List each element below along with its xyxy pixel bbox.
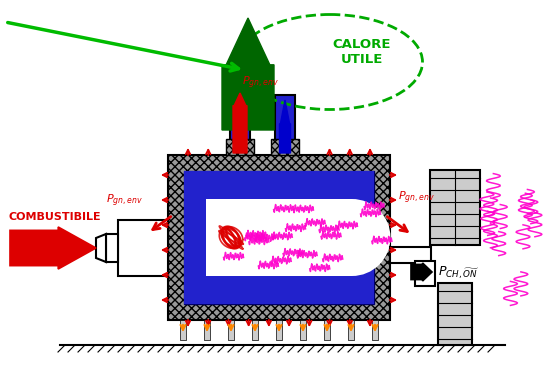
Polygon shape bbox=[279, 100, 290, 153]
Bar bbox=[180, 320, 186, 340]
Bar bbox=[430, 170, 480, 245]
Bar bbox=[415, 261, 435, 286]
Bar bbox=[390, 247, 431, 263]
Bar bbox=[352, 199, 374, 276]
Bar bbox=[275, 95, 295, 155]
Bar bbox=[438, 283, 472, 345]
Bar bbox=[348, 320, 354, 340]
Polygon shape bbox=[10, 227, 96, 269]
Text: $P_{gn,env}$: $P_{gn,env}$ bbox=[398, 189, 435, 206]
Bar bbox=[184, 171, 374, 199]
Bar bbox=[228, 320, 234, 340]
Bar bbox=[206, 199, 352, 276]
Polygon shape bbox=[222, 18, 274, 130]
Polygon shape bbox=[233, 93, 247, 153]
Text: COMBUSTIBILE: COMBUSTIBILE bbox=[8, 212, 101, 222]
Bar bbox=[230, 95, 250, 155]
Bar bbox=[324, 320, 330, 340]
Bar bbox=[118, 220, 168, 276]
Bar bbox=[276, 320, 282, 340]
Bar bbox=[352, 171, 374, 304]
Text: CALORE
UTILE: CALORE UTILE bbox=[333, 38, 391, 66]
Text: $P_{gn,env}$: $P_{gn,env}$ bbox=[106, 192, 143, 209]
Bar bbox=[106, 234, 118, 262]
Text: $P_{gn,env}$: $P_{gn,env}$ bbox=[242, 75, 278, 91]
Polygon shape bbox=[411, 263, 432, 281]
Text: $P_{CH,\widetilde{ON}}$: $P_{CH,\widetilde{ON}}$ bbox=[438, 265, 480, 281]
Bar bbox=[226, 139, 254, 155]
Bar bbox=[168, 155, 390, 320]
Wedge shape bbox=[352, 201, 389, 274]
Bar bbox=[300, 320, 306, 340]
Bar bbox=[271, 139, 299, 155]
Wedge shape bbox=[352, 199, 391, 276]
Bar bbox=[372, 320, 378, 340]
Bar bbox=[184, 171, 374, 304]
Bar bbox=[204, 320, 210, 340]
Bar bbox=[184, 171, 206, 304]
Bar bbox=[184, 276, 374, 304]
Bar bbox=[252, 320, 258, 340]
Bar bbox=[206, 199, 352, 276]
Polygon shape bbox=[96, 234, 106, 262]
